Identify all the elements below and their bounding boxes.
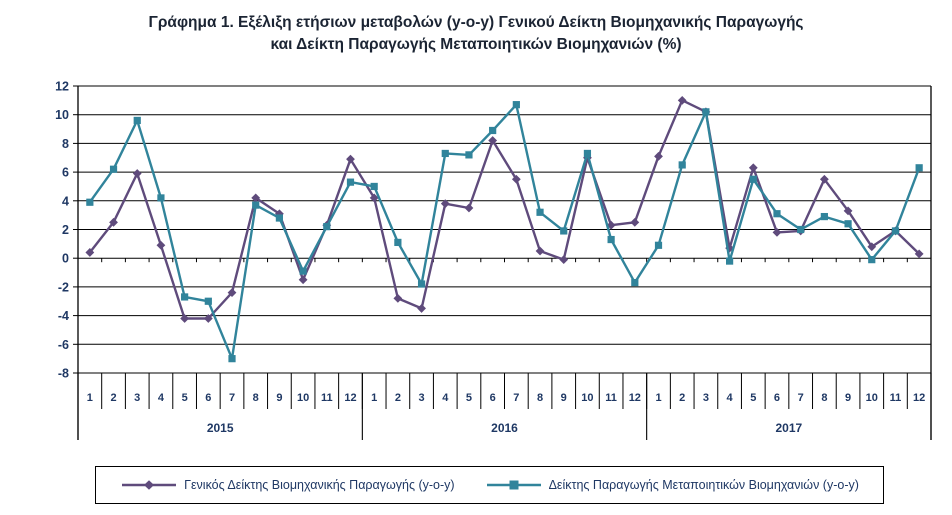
- svg-text:6: 6: [62, 166, 69, 180]
- svg-text:11: 11: [890, 392, 902, 404]
- svg-text:7: 7: [798, 392, 804, 404]
- svg-text:4: 4: [62, 194, 69, 208]
- chart-title-line1: Γράφημα 1. Εξέλιξη ετήσιων μεταβολών (y-…: [148, 14, 804, 31]
- svg-text:1: 1: [371, 392, 377, 404]
- svg-text:10: 10: [297, 392, 309, 404]
- svg-text:2016: 2016: [491, 421, 518, 435]
- svg-text:12: 12: [913, 392, 925, 404]
- svg-text:12: 12: [55, 80, 69, 94]
- svg-text:11: 11: [605, 392, 617, 404]
- svg-text:8: 8: [537, 392, 543, 404]
- svg-text:2: 2: [62, 223, 69, 237]
- svg-text:4: 4: [442, 392, 449, 404]
- legend-marker-manufacturing-square-icon: [486, 480, 541, 490]
- svg-text:10: 10: [581, 392, 593, 404]
- legend-label-general: Γενικός Δείκτης Βιομηχανικής Παραγωγής (…: [184, 478, 455, 492]
- svg-text:3: 3: [703, 392, 709, 404]
- svg-text:8: 8: [62, 137, 69, 151]
- svg-text:2: 2: [395, 392, 401, 404]
- svg-text:0: 0: [62, 252, 69, 266]
- svg-text:6: 6: [205, 392, 211, 404]
- legend-entry-general: Γενικός Δείκτης Βιομηχανικής Παραγωγής (…: [120, 478, 455, 492]
- svg-text:12: 12: [344, 392, 356, 404]
- svg-text:8: 8: [821, 392, 827, 404]
- svg-text:1: 1: [87, 392, 93, 404]
- chart-title-line2: και Δείκτη Παραγωγής Μεταποιητικών Βιομη…: [270, 36, 682, 54]
- svg-text:7: 7: [513, 392, 519, 404]
- svg-text:2017: 2017: [775, 421, 802, 435]
- svg-text:11: 11: [321, 392, 333, 404]
- svg-text:-6: -6: [58, 338, 69, 352]
- chart-title: Γράφημα 1. Εξέλιξη ετήσιων μεταβολών (y-…: [0, 12, 952, 57]
- svg-text:2: 2: [110, 392, 116, 404]
- svg-text:5: 5: [182, 392, 188, 404]
- svg-text:3: 3: [419, 392, 425, 404]
- svg-text:9: 9: [845, 392, 851, 404]
- legend: Γενικός Δείκτης Βιομηχανικής Παραγωγής (…: [95, 466, 884, 504]
- svg-text:9: 9: [276, 392, 282, 404]
- svg-text:5: 5: [466, 392, 472, 404]
- svg-text:1: 1: [655, 392, 661, 404]
- legend-marker-general-diamond-icon: [122, 480, 177, 490]
- svg-text:-4: -4: [58, 309, 69, 323]
- svg-text:-2: -2: [58, 280, 69, 294]
- svg-text:7: 7: [229, 392, 235, 404]
- legend-entry-manufacturing: Δείκτης Παραγωγής Μεταποιητικών Βιομηχαν…: [485, 478, 859, 492]
- chart-area: 12 10 8 6 4 2 0 -2 -4 -6 -8 1 2 3 4 5 6 7 8 9 10 11 12 1 2 3 4 5 6 7 8…: [55, 80, 932, 440]
- svg-text:2015: 2015: [207, 421, 234, 435]
- svg-text:9: 9: [561, 392, 567, 404]
- svg-text:3: 3: [134, 392, 140, 404]
- svg-text:-8: -8: [58, 367, 69, 381]
- svg-text:4: 4: [158, 392, 165, 404]
- svg-text:6: 6: [774, 392, 780, 404]
- svg-text:10: 10: [866, 392, 878, 404]
- svg-text:6: 6: [490, 392, 496, 404]
- svg-text:10: 10: [55, 108, 69, 122]
- svg-text:2: 2: [679, 392, 685, 404]
- svg-text:4: 4: [727, 392, 734, 404]
- svg-text:8: 8: [253, 392, 259, 404]
- legend-label-manufacturing: Δείκτης Παραγωγής Μεταποιητικών Βιομηχαν…: [548, 478, 859, 492]
- svg-text:5: 5: [750, 392, 756, 404]
- svg-text:12: 12: [629, 392, 641, 404]
